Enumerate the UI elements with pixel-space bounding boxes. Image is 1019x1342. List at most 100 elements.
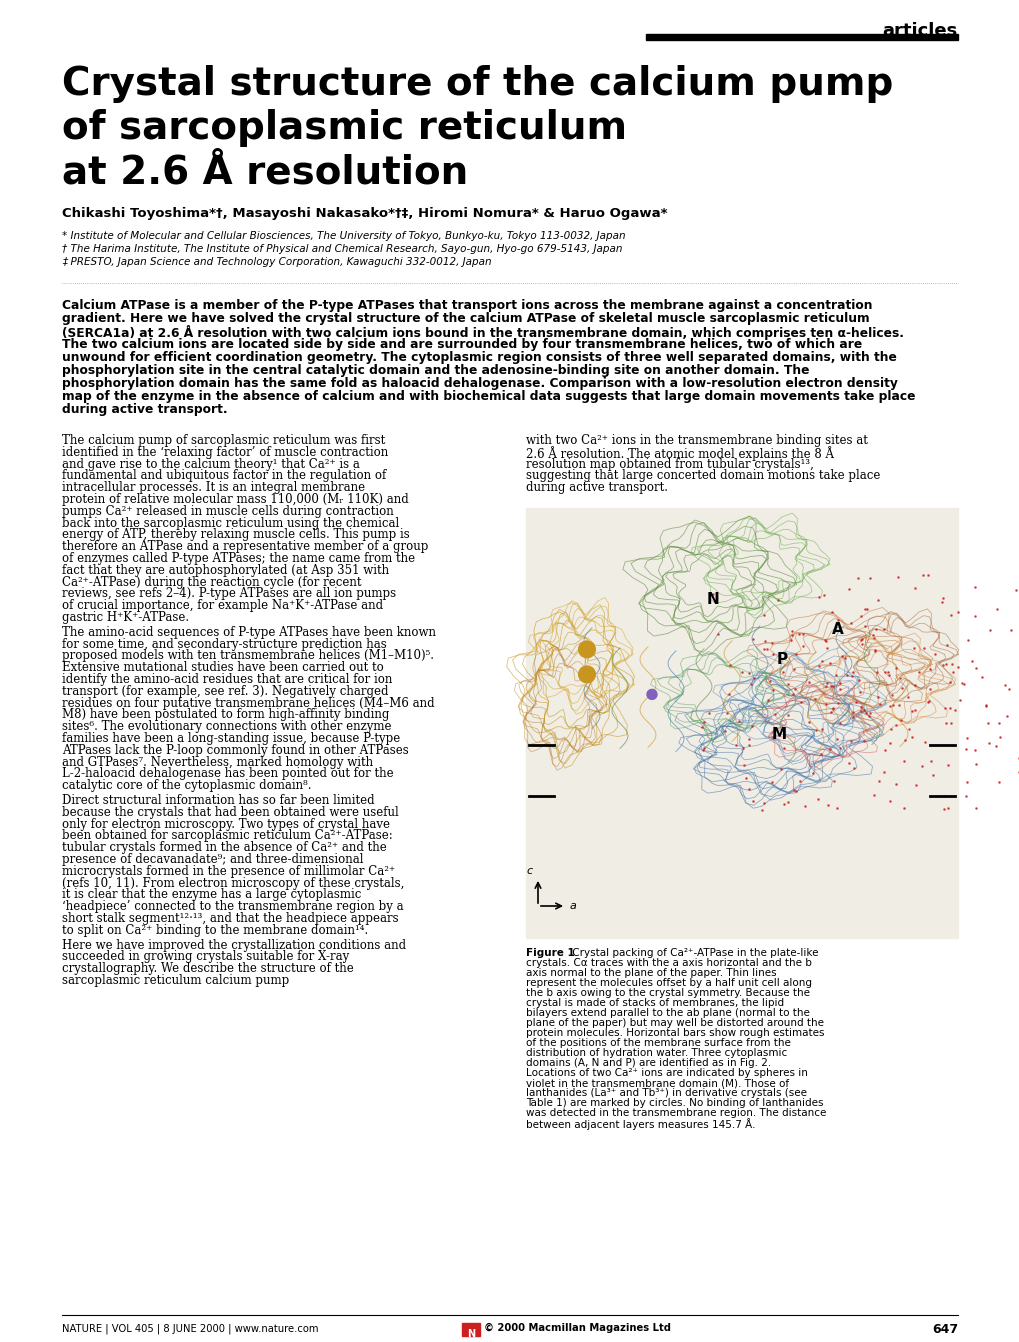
Text: † The Harima Institute, The Institute of Physical and Chemical Research, Sayo-gu: † The Harima Institute, The Institute of… xyxy=(62,244,622,254)
Text: reviews, see refs 2–4). P-type ATPases are all ion pumps: reviews, see refs 2–4). P-type ATPases a… xyxy=(62,588,395,600)
Text: phosphorylation site in the central catalytic domain and the adenosine-binding s: phosphorylation site in the central cata… xyxy=(62,364,809,377)
Text: back into the sarcoplasmic reticulum using the chemical: back into the sarcoplasmic reticulum usi… xyxy=(62,517,398,530)
Text: violet in the transmembrane domain (M). Those of: violet in the transmembrane domain (M). … xyxy=(526,1078,789,1088)
Text: tubular crystals formed in the absence of Ca²⁺ and the: tubular crystals formed in the absence o… xyxy=(62,841,386,855)
Text: pumps Ca²⁺ released in muscle cells during contraction: pumps Ca²⁺ released in muscle cells duri… xyxy=(62,505,393,518)
Text: Crystal structure of the calcium pump: Crystal structure of the calcium pump xyxy=(62,64,893,103)
Text: N: N xyxy=(706,592,719,608)
Text: intracellular processes. It is an integral membrane: intracellular processes. It is an integr… xyxy=(62,482,365,494)
Text: because the crystals that had been obtained were useful: because the crystals that had been obtai… xyxy=(62,805,398,819)
Text: crystals. Cα traces with the a axis horizontal and the b: crystals. Cα traces with the a axis hori… xyxy=(526,958,811,968)
Text: of sarcoplasmic reticulum: of sarcoplasmic reticulum xyxy=(62,109,627,148)
Text: to split on Ca²⁺ binding to the membrane domain¹⁴.: to split on Ca²⁺ binding to the membrane… xyxy=(62,923,368,937)
Text: © 2000 Macmillan Magazines Ltd: © 2000 Macmillan Magazines Ltd xyxy=(484,1323,671,1333)
Text: Direct structural information has so far been limited: Direct structural information has so far… xyxy=(62,794,374,807)
Text: sarcoplasmic reticulum calcium pump: sarcoplasmic reticulum calcium pump xyxy=(62,974,289,986)
Text: The two calcium ions are located side by side and are surrounded by four transme: The two calcium ions are located side by… xyxy=(62,338,861,352)
Text: of crucial importance, for example Na⁺K⁺-ATPase and: of crucial importance, for example Na⁺K⁺… xyxy=(62,599,383,612)
Text: ‘headpiece’ connected to the transmembrane region by a: ‘headpiece’ connected to the transmembra… xyxy=(62,900,404,913)
Text: presence of decavanadate⁹; and three-dimensional: presence of decavanadate⁹; and three-dim… xyxy=(62,854,363,866)
Text: identified in the ‘relaxing factor’ of muscle contraction: identified in the ‘relaxing factor’ of m… xyxy=(62,446,388,459)
Text: for some time, and secondary-structure prediction has: for some time, and secondary-structure p… xyxy=(62,637,386,651)
Text: 647: 647 xyxy=(931,1323,957,1337)
Text: Extensive mutational studies have been carried out to: Extensive mutational studies have been c… xyxy=(62,662,383,674)
Text: of the positions of the membrane surface from the: of the positions of the membrane surface… xyxy=(526,1037,790,1048)
Text: P: P xyxy=(776,652,788,667)
Text: transport (for example, see ref. 3). Negatively charged: transport (for example, see ref. 3). Neg… xyxy=(62,684,388,698)
Bar xyxy=(645,34,957,40)
Text: axis normal to the plane of the paper. Thin lines: axis normal to the plane of the paper. T… xyxy=(526,968,775,978)
Text: distribution of hydration water. Three cytoplasmic: distribution of hydration water. Three c… xyxy=(526,1048,787,1057)
Text: crystal is made of stacks of membranes, the lipid: crystal is made of stacks of membranes, … xyxy=(526,998,784,1008)
Text: Here we have improved the crystallization conditions and: Here we have improved the crystallizatio… xyxy=(62,938,406,951)
Text: fundamental and ubiquitous factor in the regulation of: fundamental and ubiquitous factor in the… xyxy=(62,470,386,482)
Text: Chikashi Toyoshima*†, Masayoshi Nakasako*†‡, Hiromi Nomura* & Haruo Ogawa*: Chikashi Toyoshima*†, Masayoshi Nakasako… xyxy=(62,207,666,220)
Text: catalytic core of the cytoplasmic domain⁸.: catalytic core of the cytoplasmic domain… xyxy=(62,780,311,792)
Text: bilayers extend parallel to the ab plane (normal to the: bilayers extend parallel to the ab plane… xyxy=(526,1008,809,1019)
Text: the b axis owing to the crystal symmetry. Because the: the b axis owing to the crystal symmetry… xyxy=(526,988,809,998)
Text: proposed models with ten transmembrane helices (M1–M10)⁵.: proposed models with ten transmembrane h… xyxy=(62,650,433,663)
Text: families have been a long-standing issue, because P-type: families have been a long-standing issue… xyxy=(62,731,399,745)
Text: Locations of two Ca²⁺ ions are indicated by spheres in: Locations of two Ca²⁺ ions are indicated… xyxy=(526,1068,807,1078)
Text: NATURE | VOL 405 | 8 JUNE 2000 | www.nature.com: NATURE | VOL 405 | 8 JUNE 2000 | www.nat… xyxy=(62,1323,318,1334)
Circle shape xyxy=(579,641,594,658)
Text: map of the enzyme in the absence of calcium and with biochemical data suggests t: map of the enzyme in the absence of calc… xyxy=(62,391,915,403)
Text: The amino-acid sequences of P-type ATPases have been known: The amino-acid sequences of P-type ATPas… xyxy=(62,625,435,639)
Text: * Institute of Molecular and Cellular Biosciences, The University of Tokyo, Bunk: * Institute of Molecular and Cellular Bi… xyxy=(62,231,625,242)
Text: c: c xyxy=(527,866,533,876)
Text: it is clear that the enzyme has a large cytoplasmic: it is clear that the enzyme has a large … xyxy=(62,888,361,902)
Text: (SERCA1a) at 2.6 Å resolution with two calcium ions bound in the transmembrane d: (SERCA1a) at 2.6 Å resolution with two c… xyxy=(62,325,903,340)
Text: protein molecules. Horizontal bars show rough estimates: protein molecules. Horizontal bars show … xyxy=(526,1028,823,1037)
Text: Table 1) are marked by circles. No binding of lanthanides: Table 1) are marked by circles. No bindi… xyxy=(526,1098,822,1108)
Text: A: A xyxy=(832,623,843,637)
Text: fact that they are autophosphorylated (at Asp 351 with: fact that they are autophosphorylated (a… xyxy=(62,564,388,577)
Text: (refs 10, 11). From electron microscopy of these crystals,: (refs 10, 11). From electron microscopy … xyxy=(62,876,404,890)
Text: 2.6 Å resolution. The atomic model explains the 8 Å: 2.6 Å resolution. The atomic model expla… xyxy=(526,446,834,460)
Circle shape xyxy=(579,667,594,682)
Text: Ca²⁺-ATPase) during the reaction cycle (for recent: Ca²⁺-ATPase) during the reaction cycle (… xyxy=(62,576,361,589)
Text: at 2.6 Å resolution: at 2.6 Å resolution xyxy=(62,153,468,191)
Text: L-2-haloacid dehalogenase has been pointed out for the: L-2-haloacid dehalogenase has been point… xyxy=(62,768,393,781)
Text: of enzymes called P-type ATPases; the name came from the: of enzymes called P-type ATPases; the na… xyxy=(62,552,415,565)
Text: energy of ATP, thereby relaxing muscle cells. This pump is: energy of ATP, thereby relaxing muscle c… xyxy=(62,529,410,541)
Text: phosphorylation domain has the same fold as haloacid dehalogenase. Comparison wi: phosphorylation domain has the same fold… xyxy=(62,377,897,391)
Text: gastric H⁺K⁺-ATPase.: gastric H⁺K⁺-ATPase. xyxy=(62,611,189,624)
Text: M8) have been postulated to form high-affinity binding: M8) have been postulated to form high-af… xyxy=(62,709,389,722)
Text: unwound for efficient coordination geometry. The cytoplasmic region consists of : unwound for efficient coordination geome… xyxy=(62,352,896,364)
Bar xyxy=(462,1323,480,1337)
Text: articles: articles xyxy=(881,21,957,40)
Text: identify the amino-acid residues that are critical for ion: identify the amino-acid residues that ar… xyxy=(62,672,392,686)
Text: The calcium pump of sarcoplasmic reticulum was first: The calcium pump of sarcoplasmic reticul… xyxy=(62,433,385,447)
Text: therefore an ATPase and a representative member of a group: therefore an ATPase and a representative… xyxy=(62,541,428,553)
Text: Figure 1: Figure 1 xyxy=(526,947,574,958)
Text: residues on four putative transmembrane helices (M4–M6 and: residues on four putative transmembrane … xyxy=(62,696,434,710)
Text: microcrystals formed in the presence of millimolar Ca²⁺: microcrystals formed in the presence of … xyxy=(62,864,394,878)
Text: and GTPases⁷. Nevertheless, marked homology with: and GTPases⁷. Nevertheless, marked homol… xyxy=(62,756,373,769)
Text: represent the molecules offset by a half unit cell along: represent the molecules offset by a half… xyxy=(526,978,811,988)
Text: with two Ca²⁺ ions in the transmembrane binding sites at: with two Ca²⁺ ions in the transmembrane … xyxy=(526,433,867,447)
Text: during active transport.: during active transport. xyxy=(526,482,667,494)
Circle shape xyxy=(646,690,656,699)
Text: ATPases lack the P-loop commonly found in other ATPases: ATPases lack the P-loop commonly found i… xyxy=(62,743,409,757)
Bar xyxy=(526,509,957,938)
Text: been obtained for sarcoplasmic reticulum Ca²⁺-ATPase:: been obtained for sarcoplasmic reticulum… xyxy=(62,829,392,843)
Text: gradient. Here we have solved the crystal structure of the calcium ATPase of ske: gradient. Here we have solved the crysta… xyxy=(62,311,869,325)
Text: resolution map obtained from tubular crystals¹³,: resolution map obtained from tubular cry… xyxy=(526,458,813,471)
Text: protein of relative molecular mass 110,000 (Mᵣ 110K) and: protein of relative molecular mass 110,0… xyxy=(62,493,409,506)
Text: ‡ PRESTO, Japan Science and Technology Corporation, Kawaguchi 332-0012, Japan: ‡ PRESTO, Japan Science and Technology C… xyxy=(62,258,491,267)
Text: and gave rise to the calcium theory¹ that Ca²⁺ is a: and gave rise to the calcium theory¹ tha… xyxy=(62,458,360,471)
Text: short stalk segment¹²·¹³, and that the headpiece appears: short stalk segment¹²·¹³, and that the h… xyxy=(62,913,398,925)
Text: N: N xyxy=(467,1329,475,1339)
Text: lanthanides (La³⁺ and Tb³⁺) in derivative crystals (see: lanthanides (La³⁺ and Tb³⁺) in derivativ… xyxy=(526,1088,806,1098)
Text: between adjacent layers measures 145.7 Å.: between adjacent layers measures 145.7 Å… xyxy=(526,1118,755,1130)
Text: Calcium ATPase is a member of the P-type ATPases that transport ions across the : Calcium ATPase is a member of the P-type… xyxy=(62,299,871,311)
Text: Crystal packing of Ca²⁺-ATPase in the plate-like: Crystal packing of Ca²⁺-ATPase in the pl… xyxy=(569,947,817,958)
Text: sites⁶. The evolutionary connections with other enzyme: sites⁶. The evolutionary connections wit… xyxy=(62,721,391,733)
Text: only for electron microscopy. Two types of crystal have: only for electron microscopy. Two types … xyxy=(62,817,389,831)
Text: during active transport.: during active transport. xyxy=(62,403,227,416)
Text: suggesting that large concerted domain motions take place: suggesting that large concerted domain m… xyxy=(526,470,879,482)
Text: a: a xyxy=(570,900,577,911)
Text: succeeded in growing crystals suitable for X-ray: succeeded in growing crystals suitable f… xyxy=(62,950,348,964)
Text: M: M xyxy=(771,727,787,742)
Text: plane of the paper) but may well be distorted around the: plane of the paper) but may well be dist… xyxy=(526,1019,823,1028)
